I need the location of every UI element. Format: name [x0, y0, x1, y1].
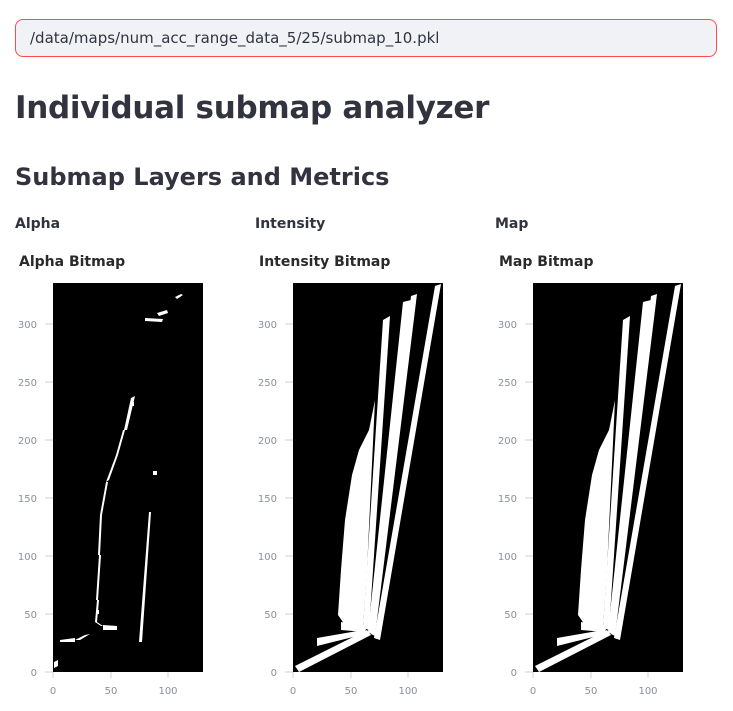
y-tick-label: 0: [31, 668, 37, 679]
y-tick-label: 250: [498, 378, 517, 389]
y-ticks: [525, 323, 533, 673]
x-tick-label: 100: [398, 686, 417, 697]
y-tick-label: 150: [498, 494, 517, 505]
y-tick-label: 0: [511, 668, 517, 679]
x-tick-label: 100: [158, 686, 177, 697]
y-tick-label: 200: [498, 436, 517, 447]
y-tick-label: 150: [18, 494, 37, 505]
y-tick-label: 250: [258, 378, 277, 389]
intensity-bitmap-title: Intensity Bitmap: [259, 254, 391, 270]
x-tick-label: 50: [105, 686, 118, 697]
y-tick-label: 150: [258, 494, 277, 505]
y-tick-labels: 0 50 100 150 200 250 300: [498, 320, 517, 679]
y-ticks: [45, 323, 53, 673]
y-tick-label: 100: [18, 552, 37, 563]
y-tick-label: 50: [264, 610, 277, 621]
y-tick-labels: 0 50 100 150 200 250 300: [258, 320, 277, 679]
y-tick-label: 50: [504, 610, 517, 621]
y-tick-label: 300: [18, 320, 37, 331]
x-tick-labels: 0 50 100: [530, 686, 658, 697]
y-tick-label: 200: [258, 436, 277, 447]
column-label-map: Map: [495, 216, 529, 232]
column-label-intensity: Intensity: [255, 216, 326, 232]
y-tick-labels: 0 50 100 150 200 250 300: [18, 320, 37, 679]
map-bitmap-title: Map Bitmap: [499, 254, 594, 270]
y-tick-label: 100: [258, 552, 277, 563]
y-tick-label: 100: [498, 552, 517, 563]
x-tick-label: 0: [290, 686, 296, 697]
x-tick-label: 50: [585, 686, 598, 697]
x-tick-label: 0: [530, 686, 536, 697]
map-bitmap-plot[interactable]: 0 50 100 150 200 250 300 0 50 100: [495, 270, 695, 705]
alpha-bitmap-content: [54, 294, 183, 668]
y-tick-label: 300: [258, 320, 277, 331]
y-tick-label: 0: [271, 668, 277, 679]
y-tick-label: 250: [18, 378, 37, 389]
column-label-alpha: Alpha: [15, 216, 61, 232]
file-path-input[interactable]: [15, 19, 717, 57]
intensity-bitmap-content: [295, 284, 441, 672]
x-ticks: [292, 672, 409, 678]
x-tick-label: 100: [638, 686, 657, 697]
y-tick-label: 200: [18, 436, 37, 447]
alpha-bitmap-title: Alpha Bitmap: [19, 254, 126, 270]
y-tick-label: 300: [498, 320, 517, 331]
intensity-bitmap-plot[interactable]: 0 50 100 150 200 250 300 0 50 100: [255, 270, 455, 705]
x-tick-label: 50: [345, 686, 358, 697]
y-tick-label: 50: [24, 610, 37, 621]
x-tick-labels: 0 50 100: [50, 686, 178, 697]
section-title: Submap Layers and Metrics: [15, 163, 390, 191]
x-ticks: [532, 672, 649, 678]
x-tick-label: 0: [50, 686, 56, 697]
x-tick-labels: 0 50 100: [290, 686, 418, 697]
alpha-bitmap-plot[interactable]: 0 50 100 150 200 250 300: [15, 270, 215, 705]
page-title: Individual submap analyzer: [15, 90, 490, 126]
bitmap-image-alpha: [53, 283, 203, 672]
y-ticks: [285, 323, 293, 673]
x-ticks: [52, 672, 169, 678]
map-bitmap-content: [535, 284, 681, 672]
